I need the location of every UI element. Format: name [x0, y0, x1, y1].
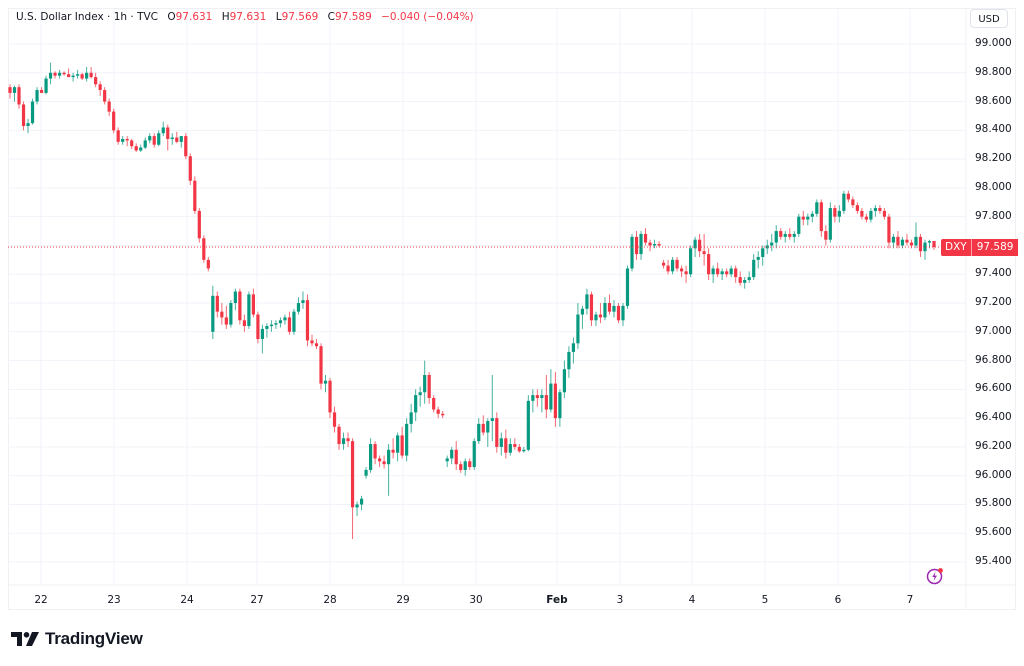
price-axis-label: 98.000 [975, 180, 1012, 193]
price-axis-label: 97.400 [975, 267, 1012, 280]
legend-sep: · [103, 11, 114, 23]
price-tag-symbol: DXY [941, 238, 971, 256]
time-axis-label: 5 [761, 594, 769, 606]
tradingview-logo-icon [11, 632, 39, 646]
low-value: 97.569 [281, 11, 319, 23]
price-axis-label: 95.600 [975, 526, 1012, 539]
close-label: C [327, 11, 336, 23]
price-axis-label: 96.600 [975, 382, 1012, 395]
open-value: 97.631 [175, 11, 213, 23]
change-value: −0.040 (−0.04%) [381, 11, 474, 23]
price-axis-label: 95.800 [975, 497, 1012, 510]
time-axis-label: Feb [546, 594, 568, 606]
tradingview-wordmark: TradingView [45, 629, 143, 648]
low-label: L [275, 11, 282, 23]
time-axis-label: 24 [180, 594, 194, 606]
tradingview-logo[interactable]: TradingView [11, 629, 143, 649]
lightning-alert-icon[interactable] [926, 567, 944, 585]
time-axis-label: 22 [34, 594, 48, 606]
price-axis-label: 98.400 [975, 123, 1012, 136]
price-axis-label: 98.800 [975, 65, 1012, 78]
exchange: TVC [137, 11, 159, 23]
high-label: H [221, 11, 230, 23]
price-axis-label: 96.400 [975, 411, 1012, 424]
close-value: 97.589 [335, 11, 372, 23]
price-axis-label: 97.800 [975, 209, 1012, 222]
price-axis-label: 99.000 [975, 37, 1012, 49]
symbol-legend[interactable]: U.S. Dollar Index · 1h · TVC O97.631 H97… [16, 11, 474, 23]
open-label: O [167, 11, 176, 23]
price-axis-label: 98.600 [975, 94, 1012, 107]
time-axis-label: 23 [107, 594, 121, 606]
last-price-tag: DXY 97.589 [941, 238, 1019, 256]
price-axis-label: 96.800 [975, 353, 1012, 366]
price-axis-label: 96.200 [975, 439, 1012, 452]
high-value: 97.631 [229, 11, 267, 23]
interval: 1h [113, 11, 128, 23]
candles [8, 62, 936, 540]
price-axis-label: 95.400 [975, 555, 1012, 568]
gridlines [8, 8, 966, 585]
time-axis-label: 6 [834, 594, 842, 606]
symbol-name: U.S. Dollar Index [16, 11, 104, 23]
time-axis-label: 3 [616, 594, 624, 606]
legend-sep: · [127, 11, 138, 23]
price-axis-label: 98.200 [975, 152, 1012, 165]
price-axis-label: 97.000 [975, 324, 1012, 337]
price-tag-value: 97.589 [970, 238, 1019, 256]
currency-button[interactable]: USD [970, 9, 1008, 28]
price-axis-label: 96.000 [975, 468, 1012, 481]
time-axis-label: 30 [469, 594, 483, 606]
time-axis-label: 7 [906, 594, 914, 606]
chart-frame[interactable] [8, 8, 1016, 610]
price-axis-label: 97.200 [975, 296, 1012, 309]
time-axis-label: 29 [396, 594, 410, 606]
time-axis-label: 4 [688, 594, 696, 606]
time-axis-label: 28 [323, 594, 337, 606]
time-axis-label: 27 [250, 594, 264, 606]
